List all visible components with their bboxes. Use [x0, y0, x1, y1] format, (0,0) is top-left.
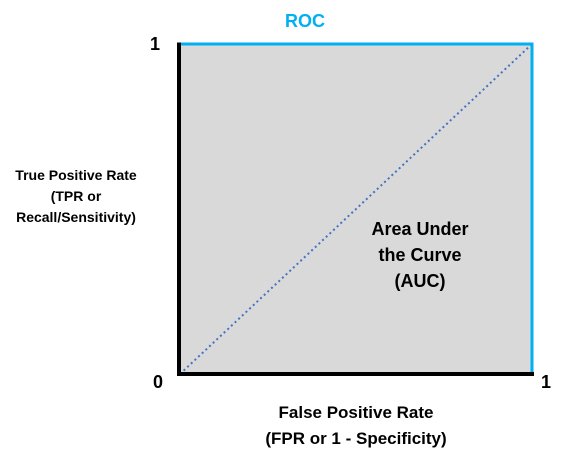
y-axis-max-label: 1: [150, 34, 161, 54]
auc-label-line: Area Under: [371, 219, 469, 239]
auc-label-line: the Curve: [378, 245, 462, 265]
x-axis-title: False Positive Rate (FPR or 1 - Specific…: [180, 400, 532, 452]
origin-label: 0: [153, 372, 164, 392]
x-axis-max-label: 1: [541, 372, 552, 392]
y-axis-title-line: (TPR or: [50, 188, 102, 204]
auc-label-line: (AUC): [394, 271, 446, 291]
random-classifier-diagonal: [179, 43, 533, 375]
chart-title: ROC: [285, 11, 325, 31]
x-axis-title-line: (FPR or 1 - Specificity): [265, 429, 447, 448]
y-axis-title-line: True Positive Rate: [15, 167, 137, 183]
y-axis-title: True Positive Rate (TPR or Recall/Sensit…: [0, 165, 152, 228]
auc-label: Area Under the Curve (AUC): [330, 216, 510, 294]
y-axis-title-line: Recall/Sensitivity): [16, 209, 136, 225]
x-axis-title-line: False Positive Rate: [278, 403, 434, 422]
